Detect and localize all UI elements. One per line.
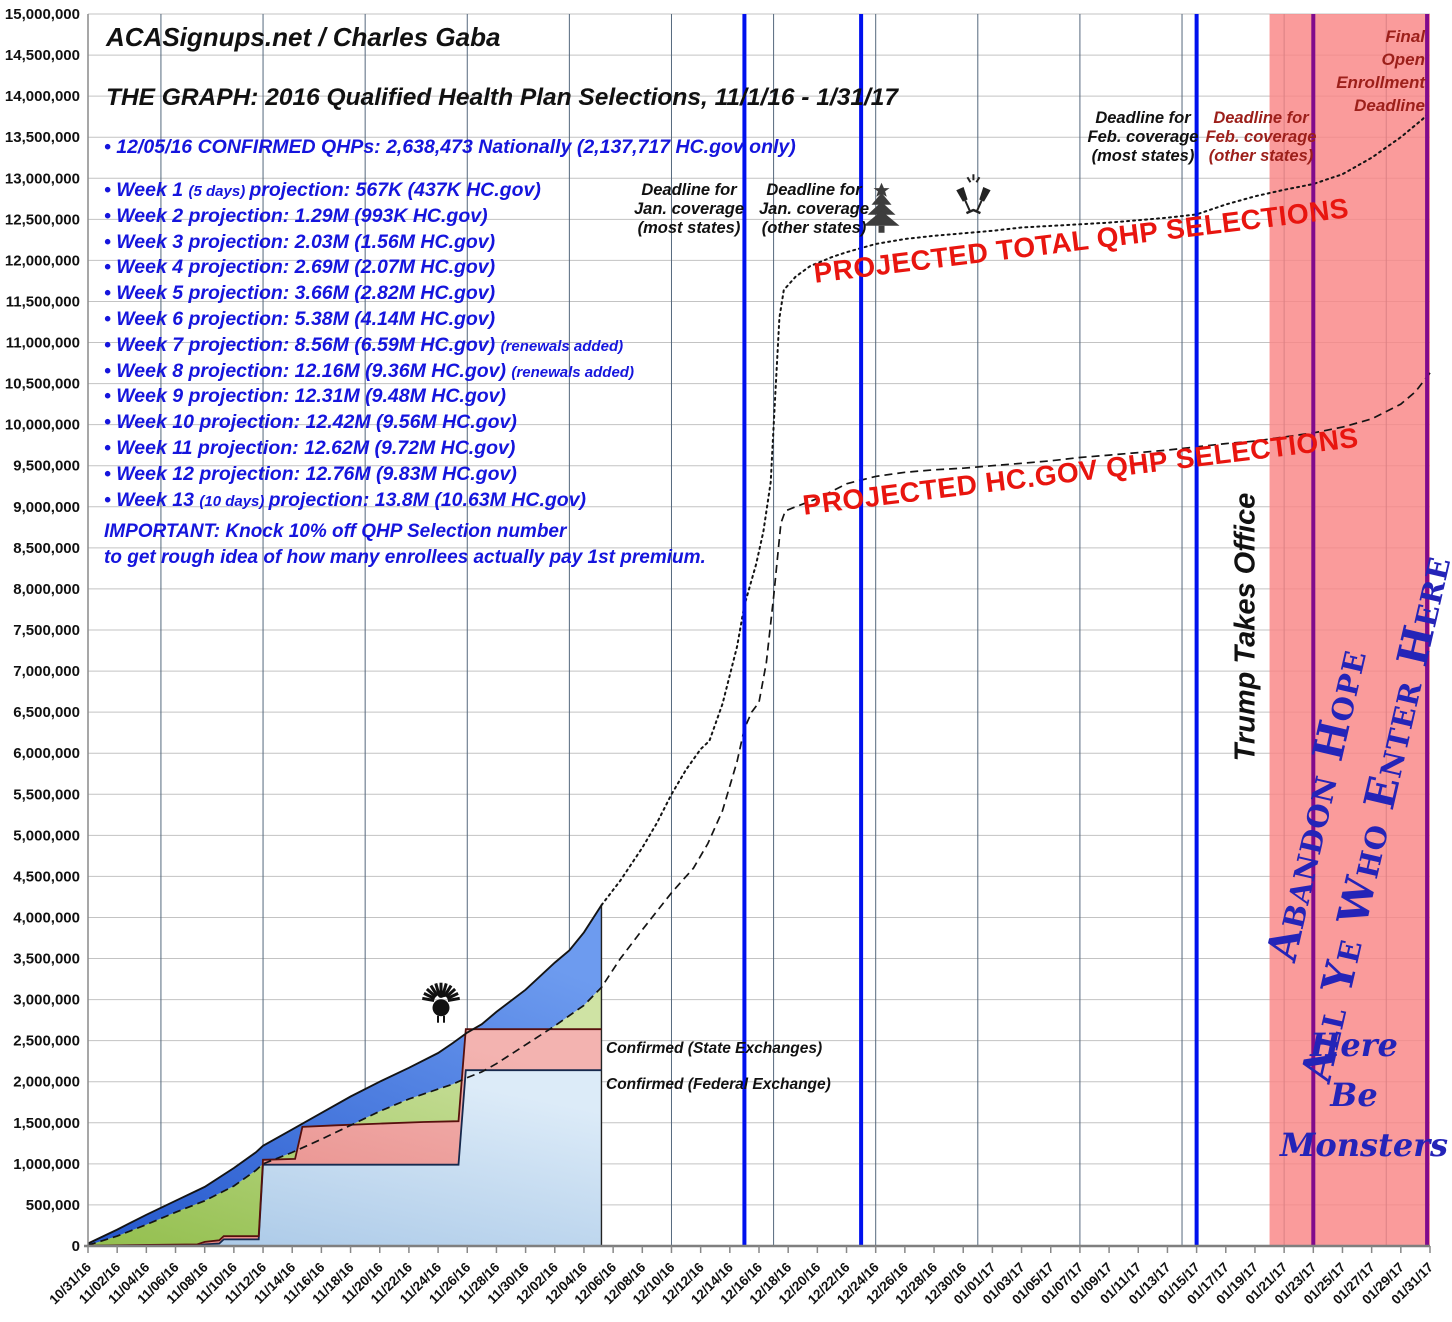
- week-projection-text: (5 days): [188, 183, 250, 200]
- y-axis-tick-label: 4,500,000: [13, 868, 80, 885]
- week-projection-text: • Week 1: [104, 179, 189, 201]
- y-axis-tick-label: 12,000,000: [5, 252, 80, 269]
- y-axis-tick-label: 11,000,000: [6, 335, 80, 352]
- y-axis-tick-label: 13,500,000: [5, 129, 80, 146]
- y-axis-tick-label: 4,000,000: [13, 909, 80, 926]
- week-projections-list: • Week 1 (5 days) projection: 567K (437K…: [104, 178, 634, 513]
- week-projection-item: • Week 13 (10 days) projection: 13.8M (1…: [104, 488, 634, 514]
- y-axis-tick-label: 3,000,000: [13, 992, 80, 1009]
- y-axis-tick-label: 7,000,000: [13, 663, 80, 680]
- final-week-red-zone: [1269, 14, 1430, 1246]
- y-axis-tick-label: 6,000,000: [13, 745, 80, 762]
- week-projection-text: (renewals added): [500, 337, 624, 355]
- projected-total-curve-solid: [87, 904, 603, 1245]
- week-projection-item: • Week 7 projection: 8.56M (6.59M HC.gov…: [104, 333, 634, 359]
- site-byline: ACASignups.net / Charles Gaba: [106, 22, 501, 52]
- y-axis-tick-label: 9,000,000: [13, 499, 80, 516]
- week-projection-text: • Week 10 projection: 12.42M (9.56M HC.g…: [104, 411, 517, 434]
- week-projection-text: • Week 8 projection: 12.16M (9.36M HC.go…: [104, 359, 512, 382]
- week-projection-item: • Week 5 projection: 3.66M (2.82M HC.gov…: [104, 281, 634, 307]
- week-projection-text: • Week 13: [104, 488, 200, 511]
- deadline-label-feb-most: Deadline for Feb. coverage (most states): [1087, 109, 1199, 165]
- y-axis-tick-label: 11,500,000: [6, 293, 80, 310]
- week-projection-text: (renewals added): [511, 363, 634, 381]
- deadline-label-jan-most: Deadline for Jan. coverage (most states): [633, 181, 745, 237]
- y-axis-tick-label: 500,000: [26, 1197, 80, 1214]
- week-projection-text: • Week 4 projection: 2.69M (2.07M HC.gov…: [104, 256, 496, 279]
- week-projection-text: • Week 12 projection: 12.76M (9.83M HC.g…: [104, 462, 517, 485]
- y-axis-tick-label: 8,000,000: [13, 581, 80, 598]
- confirmed-federal-label: Confirmed (Federal Exchange): [606, 1076, 831, 1093]
- y-axis-tick-label: 14,500,000: [5, 47, 80, 64]
- important-note: IMPORTANT: Knock 10% off QHP Selection n…: [104, 521, 706, 568]
- y-axis-tick-label: 0: [72, 1238, 80, 1255]
- y-axis-tick-label: 8,500,000: [13, 540, 80, 557]
- confirmed-qhp-note: • 12/05/16 CONFIRMED QHPs: 2,638,473 Nat…: [104, 136, 796, 158]
- week-projection-item: • Week 3 projection: 2.03M (1.56M HC.gov…: [104, 230, 634, 256]
- week-projection-item: • Week 9 projection: 12.31M (9.48M HC.go…: [104, 384, 634, 410]
- week-projection-text: • Week 11 projection: 12.62M (9.72M HC.g…: [104, 436, 516, 459]
- here-be-monsters-label: Here Be Monsters: [1280, 1026, 1449, 1164]
- confirmed-federal-area: [88, 1070, 602, 1246]
- week-projection-item: • Week 2 projection: 1.29M (993K HC.gov): [104, 204, 634, 230]
- y-axis-tick-label: 3,500,000: [13, 951, 80, 968]
- y-axis-tick-label: 10,500,000: [5, 376, 80, 393]
- week-projection-item: • Week 10 projection: 12.42M (9.56M HC.g…: [104, 410, 634, 436]
- week-projection-item: • Week 12 projection: 12.76M (9.83M HC.g…: [104, 462, 634, 488]
- week-projection-text: • Week 6 projection: 5.38M (4.14M HC.gov…: [104, 307, 496, 330]
- week-projection-text: (10 days): [199, 492, 269, 510]
- week-projection-item: • Week 6 projection: 5.38M (4.14M HC.gov…: [104, 307, 634, 333]
- y-axis-tick-label: 10,000,000: [5, 417, 80, 434]
- week-projection-text: • Week 2 projection: 1.29M (993K HC.gov): [104, 204, 488, 227]
- confirmed-state-label: Confirmed (State Exchanges): [606, 1040, 823, 1057]
- deadline-label-feb-other: Deadline for Feb. coverage (other states…: [1205, 109, 1317, 165]
- confirmed-state-outline: [87, 1028, 602, 1247]
- y-axis-tick-label: 14,000,000: [5, 88, 80, 105]
- week-projection-text: projection: 13.8M (10.63M HC.gov): [268, 488, 587, 511]
- y-axis-tick-label: 15,000,000: [5, 6, 80, 23]
- page-title: THE GRAPH: 2016 Qualified Health Plan Se…: [106, 84, 899, 111]
- week-projection-text: projection: 567K (437K HC.gov): [249, 179, 541, 201]
- week-projection-item: • Week 8 projection: 12.16M (9.36M HC.go…: [104, 359, 634, 385]
- y-axis-tick-label: 13,000,000: [5, 170, 80, 187]
- y-axis-tick-label: 12,500,000: [5, 211, 80, 228]
- deadline-label-jan-other: Deadline for Jan. coverage (other states…: [758, 181, 870, 237]
- week-projection-item: • Week 4 projection: 2.69M (2.07M HC.gov…: [104, 255, 634, 281]
- turkey-icon: [422, 982, 460, 1023]
- y-axis-tick-label: 1,000,000: [13, 1156, 80, 1173]
- y-axis-tick-label: 6,500,000: [13, 704, 80, 721]
- y-axis-tick-label: 7,500,000: [13, 622, 80, 639]
- week-projection-item: • Week 1 (5 days) projection: 567K (437K…: [104, 178, 634, 204]
- christmas-tree-icon: [863, 182, 900, 233]
- week-projection-text: • Week 5 projection: 3.66M (2.82M HC.gov…: [104, 282, 496, 305]
- trump-takes-office-label: Trump Takes Office: [1229, 492, 1262, 762]
- y-axis-tick-label: 2,500,000: [13, 1033, 80, 1050]
- y-axis-tick-label: 5,000,000: [13, 827, 80, 844]
- final-deadline-label: Final Open Enrollment Deadline: [1336, 27, 1425, 115]
- week-projection-text: • Week 7 projection: 8.56M (6.59M HC.gov…: [104, 333, 501, 356]
- week-projection-item: • Week 11 projection: 12.62M (9.72M HC.g…: [104, 436, 634, 462]
- champagne-glasses-icon: [956, 174, 991, 215]
- y-axis-tick-label: 1,500,000: [13, 1115, 80, 1132]
- y-axis-tick-label: 2,000,000: [13, 1074, 80, 1091]
- week-projection-text: • Week 9 projection: 12.31M (9.48M HC.go…: [104, 385, 506, 408]
- y-axis-tick-label: 9,500,000: [13, 458, 80, 475]
- y-axis-tick-label: 5,500,000: [13, 786, 80, 803]
- week-projection-text: • Week 3 projection: 2.03M (1.56M HC.gov…: [104, 230, 496, 253]
